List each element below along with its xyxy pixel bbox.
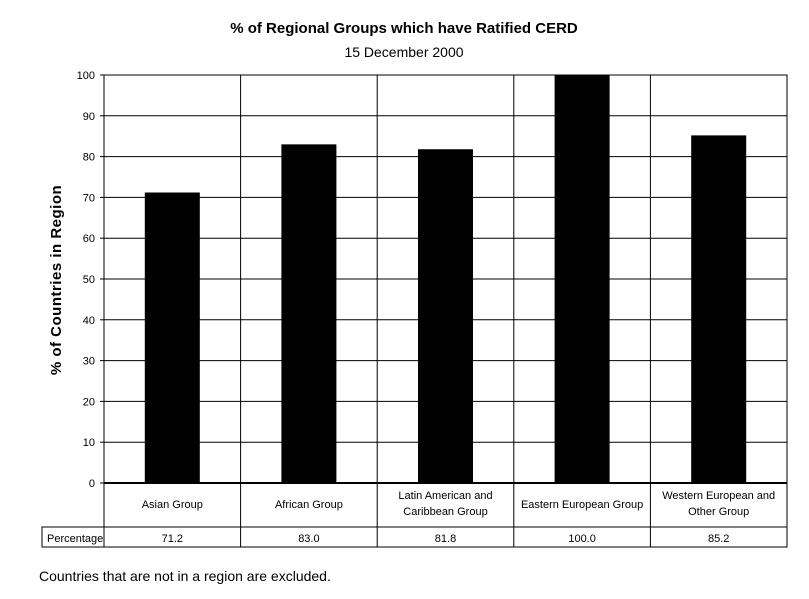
y-tick-label: 0 xyxy=(89,478,95,490)
bar xyxy=(281,144,337,484)
y-tick-label: 80 xyxy=(83,152,95,164)
bar xyxy=(554,75,610,483)
table-cell-value: 83.0 xyxy=(298,533,319,545)
category-label: Other Group xyxy=(688,506,749,518)
y-tick-label: 10 xyxy=(83,437,95,449)
category-label: Asian Group xyxy=(142,499,203,511)
bar xyxy=(144,192,200,483)
y-tick-label: 70 xyxy=(83,192,95,204)
table-row-label: Percentage xyxy=(47,533,103,545)
bar-layer xyxy=(144,75,747,484)
data-table: Percentage 71.2 83.0 81.8 100.0 85.2 xyxy=(41,483,788,548)
y-tick-label: 100 xyxy=(77,70,95,82)
y-tick-label: 40 xyxy=(83,315,95,327)
chart-title: % of Regional Groups which have Ratified… xyxy=(230,20,578,37)
category-label: Caribbean Group xyxy=(403,506,487,518)
y-tick-label: 30 xyxy=(83,356,95,368)
category-label: African Group xyxy=(275,499,343,511)
table-cell-value: 81.8 xyxy=(435,533,456,545)
category-label: Western European and xyxy=(662,490,775,502)
y-tick-label: 90 xyxy=(83,111,95,123)
table-cell-value: 71.2 xyxy=(162,533,183,545)
table-row-frame xyxy=(41,526,788,548)
table-cell-value: 100.0 xyxy=(568,533,596,545)
axis-layer: 0 10 20 30 40 50 60 70 80 90 100 Asian Group African… xyxy=(77,70,788,518)
y-tick-label: 60 xyxy=(83,233,95,245)
footnote: Countries that are not in a region are e… xyxy=(39,568,331,584)
bar xyxy=(418,149,473,484)
category-label: Eastern European Group xyxy=(521,499,643,511)
y-tick-label: 50 xyxy=(83,274,95,286)
y-axis-label: % of Countries in Region xyxy=(48,185,65,375)
category-label: Latin American and xyxy=(398,490,492,502)
chart-subtitle: 15 December 2000 xyxy=(344,44,463,60)
y-tick-label: 20 xyxy=(83,396,95,408)
table-cell-value: 85.2 xyxy=(708,533,729,545)
bar xyxy=(691,135,747,483)
